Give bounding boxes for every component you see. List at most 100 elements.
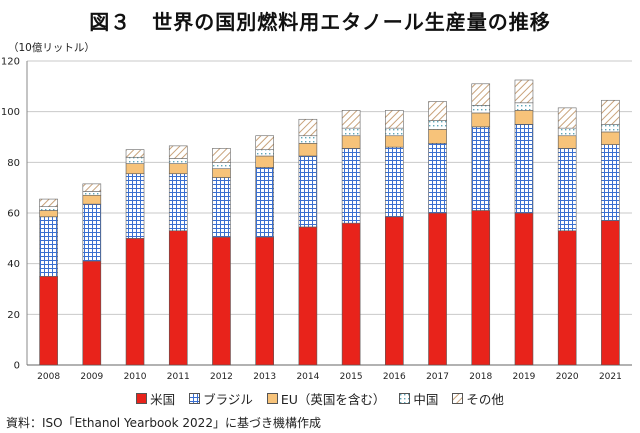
bar-segment-2-2012 bbox=[212, 168, 231, 178]
bar-segment-2-2018 bbox=[471, 112, 491, 128]
bar-segment-1-2008 bbox=[39, 216, 58, 277]
y-tick-label: 20 bbox=[7, 310, 20, 321]
bar-segment-1-2009 bbox=[82, 203, 102, 262]
bar-segment-2-2020 bbox=[557, 135, 577, 149]
bar-segment-1-2018 bbox=[471, 126, 491, 211]
bar-segment-3-2014 bbox=[298, 135, 318, 144]
bar-segment-4-2011 bbox=[168, 145, 188, 159]
bar-segment-4-2012 bbox=[212, 148, 231, 163]
bar-segment-4-2009 bbox=[82, 183, 102, 192]
legend-item-brazil: ブラジル bbox=[189, 389, 253, 408]
bar-segment-1-2012 bbox=[212, 177, 231, 238]
bar-segment-2-2017 bbox=[428, 129, 447, 144]
bar-segment-0-2013 bbox=[255, 236, 274, 366]
bar-segment-4-2013 bbox=[255, 135, 274, 150]
bar-segment-4-2008 bbox=[39, 198, 58, 207]
bar-segment-1-2010 bbox=[125, 173, 145, 239]
legend-item-eu: EU（英国を含む） bbox=[266, 389, 386, 408]
bar-segment-3-2017 bbox=[428, 120, 447, 130]
source-note: 資料：ISO「Ethanol Yearbook 2022」に基づき機構作成 bbox=[6, 416, 321, 430]
bar-segment-0-2018 bbox=[471, 210, 491, 366]
bar-segment-3-2008 bbox=[39, 206, 58, 211]
bar-segment-2-2019 bbox=[514, 110, 534, 125]
bar-segment-4-2020 bbox=[557, 107, 577, 129]
bar-segment-3-2021 bbox=[601, 124, 620, 133]
bar-segment-1-2015 bbox=[341, 148, 361, 224]
bar-segment-3-2018 bbox=[471, 105, 491, 114]
bars bbox=[39, 79, 620, 366]
bar-segment-2-2010 bbox=[125, 163, 145, 175]
bar-segment-4-2017 bbox=[428, 101, 447, 121]
bar-segment-1-2016 bbox=[385, 146, 404, 218]
bar-segment-2-2016 bbox=[385, 135, 404, 148]
legend-item-other: その他 bbox=[452, 389, 504, 408]
legend-swatch-eu bbox=[266, 393, 278, 404]
legend-swatch-us bbox=[136, 393, 148, 404]
x-tick-label: 2021 bbox=[599, 372, 622, 382]
bar-segment-4-2016 bbox=[385, 110, 404, 129]
legend-label-eu: EU（英国を含む） bbox=[280, 392, 386, 407]
x-tick-label: 2012 bbox=[210, 372, 233, 382]
legend-label-china: 中国 bbox=[413, 392, 439, 407]
bar-segment-1-2013 bbox=[255, 167, 274, 238]
bar-segment-1-2014 bbox=[298, 155, 318, 228]
bar-segment-4-2014 bbox=[298, 118, 318, 137]
bar-segment-2-2009 bbox=[82, 194, 102, 205]
bar-segment-0-2009 bbox=[82, 260, 102, 366]
bar-segment-2-2011 bbox=[168, 163, 188, 175]
bar-segment-0-2021 bbox=[601, 220, 620, 366]
bar-segment-0-2019 bbox=[514, 212, 534, 366]
legend-item-china: 中国 bbox=[399, 389, 438, 408]
bar-segment-2-2021 bbox=[601, 131, 620, 145]
bar-segment-3-2016 bbox=[385, 127, 404, 137]
bar-segment-2-2008 bbox=[39, 210, 58, 218]
x-tick-label: 2010 bbox=[124, 372, 147, 382]
bar-segment-0-2014 bbox=[298, 226, 318, 366]
bar-segment-4-2019 bbox=[514, 79, 534, 104]
bar-segment-3-2010 bbox=[125, 156, 145, 164]
bar-segment-3-2015 bbox=[341, 127, 361, 137]
bar-segment-3-2009 bbox=[82, 191, 102, 196]
x-tick-label: 2011 bbox=[167, 372, 190, 382]
bar-segment-2-2015 bbox=[341, 135, 361, 149]
x-tick-label: 2016 bbox=[383, 372, 406, 382]
y-tick-label: 60 bbox=[7, 209, 20, 220]
bar-segment-3-2013 bbox=[255, 149, 274, 157]
x-tick-label: 2015 bbox=[340, 372, 363, 382]
y-tick-label: 100 bbox=[1, 107, 20, 118]
bar-segment-0-2017 bbox=[428, 212, 447, 366]
y-tick-label: 120 bbox=[1, 57, 20, 68]
legend-swatch-other bbox=[452, 393, 464, 404]
chart-title: 図３ 世界の国別燃料用エタノール生産量の推移 bbox=[89, 10, 551, 34]
x-tick-label: 2020 bbox=[556, 372, 579, 382]
legend-label-us: 米国 bbox=[150, 392, 176, 407]
bar-segment-0-2008 bbox=[39, 276, 58, 366]
bar-segment-0-2020 bbox=[557, 230, 577, 366]
x-tick-label: 2019 bbox=[513, 372, 536, 382]
x-tick-label: 2014 bbox=[296, 372, 319, 382]
y-tick-label: 40 bbox=[7, 259, 20, 270]
bar-segment-1-2019 bbox=[514, 124, 534, 214]
bar-segment-3-2011 bbox=[168, 158, 188, 164]
bar-segment-0-2010 bbox=[125, 238, 145, 366]
bar-segment-3-2020 bbox=[557, 127, 577, 137]
bar-segment-2-2014 bbox=[298, 143, 318, 157]
bar-segment-3-2012 bbox=[212, 162, 231, 169]
bar-segment-0-2015 bbox=[341, 222, 361, 366]
bar-segment-4-2015 bbox=[341, 110, 361, 129]
x-tick-label: 2013 bbox=[253, 372, 276, 382]
y-axis-unit-label: （10億リットル） bbox=[8, 42, 95, 54]
bar-segment-0-2016 bbox=[385, 216, 404, 366]
legend-label-brazil: ブラジル bbox=[203, 392, 253, 407]
bar-segment-3-2019 bbox=[514, 102, 534, 111]
x-tick-label: 2017 bbox=[426, 372, 449, 382]
bar-segment-1-2011 bbox=[168, 173, 188, 232]
bar-segment-4-2018 bbox=[471, 83, 491, 106]
bar-segment-4-2010 bbox=[125, 149, 145, 158]
bar-segment-0-2011 bbox=[168, 230, 188, 366]
bar-segment-1-2020 bbox=[557, 148, 577, 232]
y-tick-label: 80 bbox=[7, 158, 20, 169]
bar-segment-0-2012 bbox=[212, 236, 231, 366]
legend-swatch-brazil bbox=[189, 393, 201, 404]
